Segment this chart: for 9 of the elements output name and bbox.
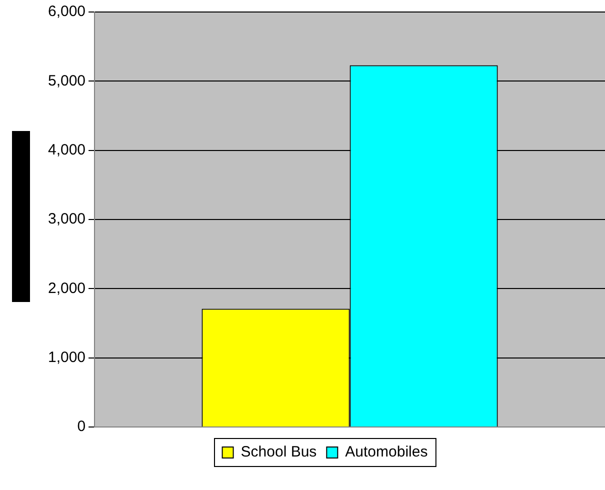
y-tick-label: 1,000 xyxy=(48,348,86,366)
y-tick-label: 2,000 xyxy=(48,280,86,297)
legend-label: Automobiles xyxy=(345,444,428,461)
legend-label: School Bus xyxy=(240,444,317,461)
y-tick-label: 4,000 xyxy=(48,141,86,158)
y-tick-label: 3,000 xyxy=(48,210,86,228)
y-tick-label: 6,000 xyxy=(48,3,86,20)
y-tick-label: 0 xyxy=(77,418,86,436)
y-tick-label: 5,000 xyxy=(48,72,86,90)
